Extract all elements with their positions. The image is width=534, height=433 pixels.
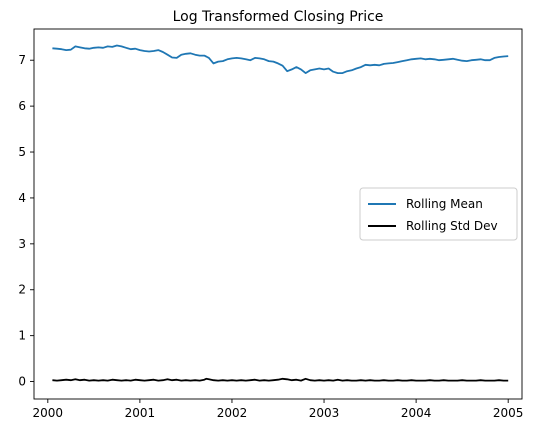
y-tick-label: 6 xyxy=(18,99,26,113)
x-tick-label: 2000 xyxy=(33,406,64,420)
axes-frame xyxy=(33,28,523,400)
legend-label: Rolling Mean xyxy=(406,197,483,211)
legend: Rolling Mean Rolling Std Dev xyxy=(359,187,518,241)
x-tick-label: 2003 xyxy=(309,406,340,420)
x-tick-label: 2005 xyxy=(493,406,524,420)
x-axis: 2000 2001 2002 2003 2004 2005 xyxy=(33,399,524,420)
x-tick-label: 2004 xyxy=(401,406,432,420)
y-tick-label: 5 xyxy=(18,145,26,159)
y-tick-label: 1 xyxy=(18,329,26,343)
chart-title: Log Transformed Closing Price xyxy=(173,9,384,25)
series-line-rolling-mean xyxy=(52,44,509,74)
y-tick-label: 0 xyxy=(18,375,26,389)
y-tick-label: 2 xyxy=(18,283,26,297)
legend-box xyxy=(359,187,518,241)
y-tick-label: 7 xyxy=(18,53,26,67)
series-line-rolling-std-dev xyxy=(52,377,509,382)
series-layer xyxy=(52,44,509,382)
legend-label: Rolling Std Dev xyxy=(406,219,498,233)
y-tick-label: 4 xyxy=(18,191,26,205)
x-tick-label: 2001 xyxy=(125,406,156,420)
x-tick-label: 2002 xyxy=(217,406,248,420)
y-tick-label: 3 xyxy=(18,237,26,251)
y-axis: 0 1 2 3 4 5 6 7 xyxy=(18,53,34,389)
